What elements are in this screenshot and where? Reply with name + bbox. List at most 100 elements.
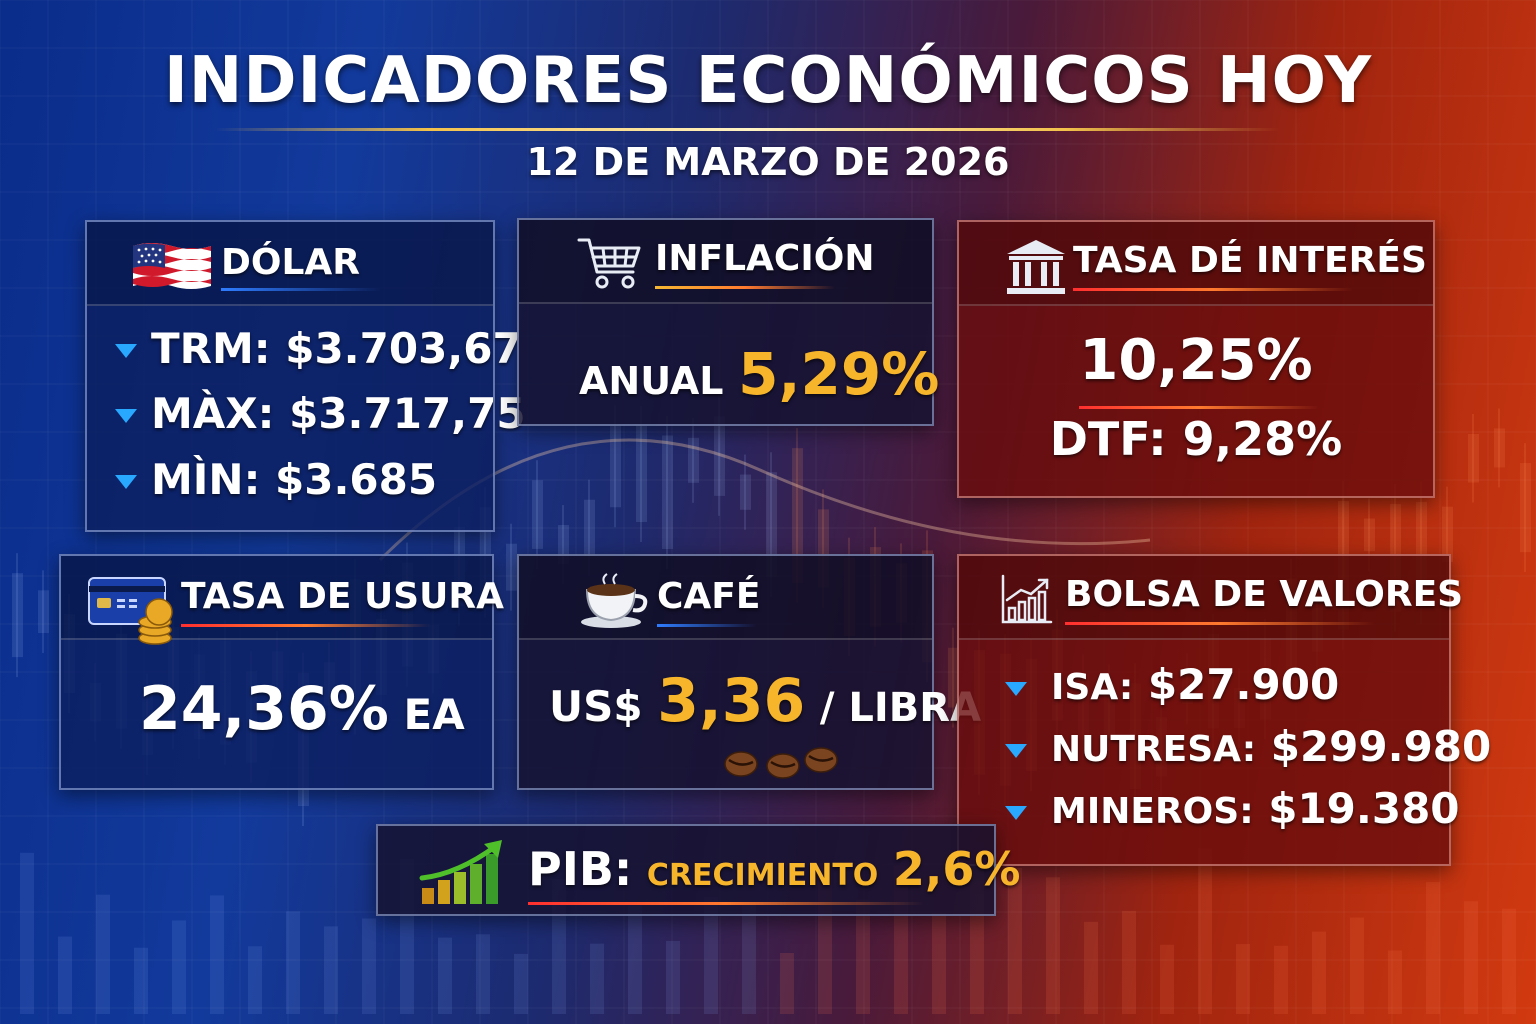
usura-card: TASA DE USURA 24,36% EA <box>59 554 504 790</box>
title-divider <box>215 128 1280 131</box>
nutresa-row: NUTRESA: $299.980 <box>1051 722 1491 771</box>
usura-underline <box>181 624 431 627</box>
bg-candle <box>12 573 23 658</box>
min-down-arrow-icon <box>115 475 137 489</box>
isa-down-arrow-icon <box>1005 682 1027 696</box>
inflacion-card-header <box>519 220 932 304</box>
bg-candle <box>1502 908 1516 1014</box>
dtf-value: 9,28% <box>1182 412 1343 466</box>
pib-value: 2,6% <box>892 842 1021 896</box>
cafe-card: CAFÉ US$ 3,36 / LIBRA <box>517 554 981 790</box>
isa-label: ISA: <box>1051 667 1134 708</box>
min-label: MÌN: <box>151 455 261 504</box>
tasa-interes-underline <box>1073 288 1353 291</box>
bar-chart-up-icon <box>1001 574 1053 624</box>
growth-bars-icon <box>419 840 502 904</box>
pib-label: PIB: <box>528 842 633 896</box>
bg-candle <box>38 590 49 634</box>
bg-candle <box>506 543 517 591</box>
bg-candle <box>248 946 262 1014</box>
bg-candle <box>1494 428 1505 468</box>
bg-candle <box>362 918 376 1014</box>
bg-candle <box>1520 463 1531 553</box>
bg-candle <box>1426 881 1440 1014</box>
max-value: $3.717,75 <box>289 389 526 438</box>
tasa-interes-card: TASA DÉ INTERÉS 10,25% DTF: 9,28% <box>957 220 1435 498</box>
bg-candle <box>590 943 604 1014</box>
isa-row: ISA: $27.900 <box>1051 660 1339 709</box>
tasa-interes-divider <box>1079 406 1319 409</box>
dolar-card: DÓLAR TRM: $3.703,67 MÀX: $3.717,75 MÌN:… <box>85 220 526 532</box>
bg-candle <box>584 499 595 556</box>
trm-value: $3.703,67 <box>285 324 522 373</box>
bg-candle <box>704 896 718 1014</box>
shopping-cart-icon <box>577 238 641 289</box>
pib-row: PIB: CRECIMIENTO 2,6% <box>528 842 1021 896</box>
min-value: $3.685 <box>275 455 438 504</box>
nutresa-down-arrow-icon <box>1005 744 1027 758</box>
usura-label: TASA DE USURA <box>181 576 504 617</box>
cafe-underline <box>657 624 757 627</box>
inflacion-row: ANUAL 5,29% <box>579 340 939 408</box>
coffee-beans-icon <box>724 747 838 779</box>
bg-candle <box>742 904 756 1014</box>
bg-candle <box>324 926 338 1014</box>
bg-candle <box>688 437 699 483</box>
usura-value: 24,36% <box>139 674 389 744</box>
inflacion-prefix: ANUAL <box>579 359 724 403</box>
tasa-interes-label: TASA DÉ INTERÉS <box>1073 240 1427 281</box>
bg-candle <box>134 947 148 1014</box>
inflacion-value: 5,29% <box>738 340 940 408</box>
bg-candle <box>532 480 543 549</box>
bg-candle <box>628 905 642 1014</box>
pib-card: PIB: CRECIMIENTO 2,6% <box>376 824 1021 916</box>
bg-candle <box>856 899 870 1014</box>
bg-candle <box>558 525 569 564</box>
bg-candle <box>1312 931 1326 1014</box>
coffee-cup-icon <box>581 573 648 628</box>
bank-building-icon <box>1007 240 1065 294</box>
dolar-underline <box>221 288 381 291</box>
bg-candle <box>1464 901 1478 1014</box>
bolsa-card-header <box>959 556 1449 640</box>
dtf-label: DTF: <box>1049 412 1167 466</box>
bg-candle <box>514 953 528 1014</box>
trm-label: TRM: <box>151 324 271 373</box>
bg-candle <box>172 920 186 1014</box>
cafe-prefix: US$ <box>549 682 643 731</box>
bg-candle <box>1468 433 1479 483</box>
mineros-value: $19.380 <box>1268 784 1460 833</box>
pib-underline <box>528 902 924 905</box>
us-flag-icon <box>133 243 211 289</box>
bg-candle <box>932 913 946 1014</box>
trm-row: TRM: $3.703,67 <box>151 324 522 373</box>
inflacion-card: INFLACIÓN ANUAL 5,29% <box>517 218 939 426</box>
bg-candle <box>1198 848 1212 1014</box>
bg-candle <box>476 934 490 1014</box>
bg-candle <box>766 472 777 578</box>
bg-candle <box>740 474 751 510</box>
cafe-value: 3,36 <box>657 666 806 736</box>
bg-candle <box>1236 944 1250 1014</box>
inflacion-underline <box>655 286 835 289</box>
cafe-row: US$ 3,36 / LIBRA <box>549 666 981 736</box>
bg-candle <box>20 852 34 1014</box>
bg-candle <box>286 911 300 1014</box>
bg-candle <box>1364 518 1375 552</box>
inflacion-label: INFLACIÓN <box>655 238 875 279</box>
isa-value: $27.900 <box>1147 660 1340 709</box>
bg-candle <box>58 936 72 1014</box>
bg-candle <box>792 448 803 584</box>
bg-candle <box>210 895 224 1014</box>
cafe-suffix: / LIBRA <box>819 685 982 731</box>
page-title: INDICADORES ECONÓMICOS HOY <box>163 44 1373 118</box>
bg-candle <box>1160 944 1174 1014</box>
dolar-label: DÓLAR <box>221 242 361 283</box>
bolsa-underline <box>1065 622 1375 625</box>
usura-row: 24,36% EA <box>139 674 465 744</box>
bg-candle <box>948 647 959 708</box>
bg-candle <box>96 894 110 1014</box>
bg-candle <box>1084 921 1098 1014</box>
bg-candle <box>1388 950 1402 1014</box>
trm-down-arrow-icon <box>115 344 137 358</box>
